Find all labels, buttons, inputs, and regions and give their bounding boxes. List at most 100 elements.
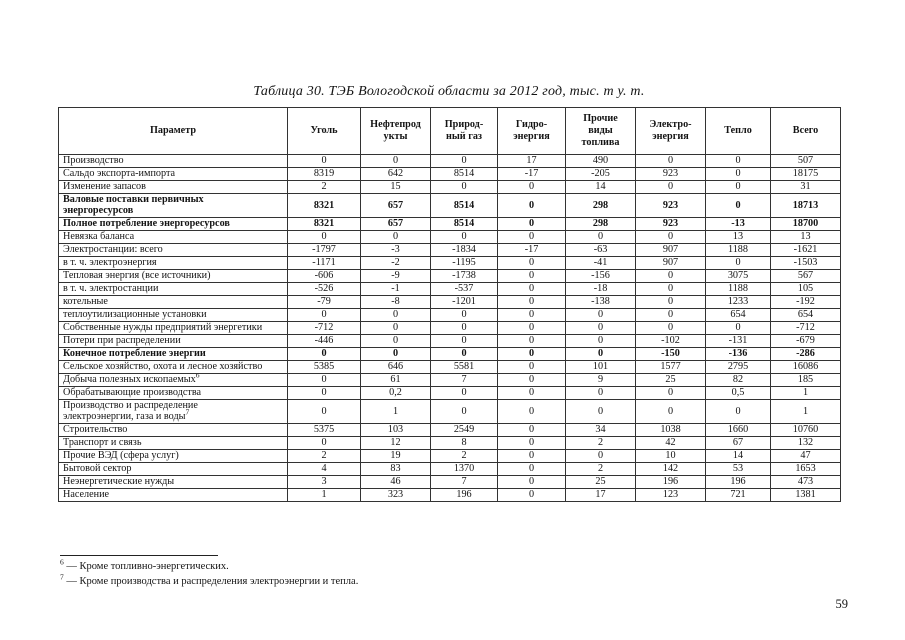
cell-value: 2549 [430,422,498,437]
cell-value: 0 [565,307,636,322]
cell-value: 0 [497,422,566,437]
cell-value: -17 [497,167,566,181]
cell-value: 3 [287,474,361,489]
cell-value: 1 [770,398,841,424]
cell-value: 0 [287,372,361,387]
table-title: Таблица 30. ТЭБ Вологодской области за 2… [253,84,645,99]
cell-value: 123 [635,487,706,502]
cell-value: -1503 [770,255,841,270]
cell-value: 0 [360,320,431,335]
column-header: Природ- ный газ [430,107,498,155]
row-label: в т. ч. электроэнергия [58,255,288,270]
table-row: Сальдо экспорта-импорта 8319 642 8514 -17 -20… [58,167,841,181]
table-row: Обрабатывающие производства 0 0,2 0 0 0 0 0,5 1 [58,385,841,400]
cell-value: 18713 [770,193,841,218]
cell-value: 1381 [770,487,841,502]
table-row: Прочие ВЭД (сфера услуг) 2 19 2 0 0 10 14 47 [58,448,841,463]
cell-value: 1653 [770,461,841,476]
footnote-2: 7 — Кроме производства и распределения э… [60,573,358,590]
cell-value: 53 [705,461,771,476]
row-label: Конечное потребление энергии [58,346,288,361]
cell-value: 0 [360,307,431,322]
table-row: Добыча полезных ископаемых6 0 61 7 0 9 25 82 185 [58,372,841,387]
cell-value: 1 [770,385,841,400]
row-label: Производство и распределение электроэнер… [58,398,288,424]
cell-value: -150 [635,346,706,361]
column-header: Всего [770,107,841,155]
column-header: Тепло [705,107,771,155]
cell-value: 1233 [705,294,771,309]
cell-value: 657 [360,193,431,218]
row-label: Строительство [58,422,288,437]
cell-value: 1188 [705,281,771,296]
table-row: Электростанции: всего -1797 -3 -1834 -17 -63 9… [58,242,841,257]
cell-value: -712 [770,320,841,335]
cell-value: 0 [497,487,566,502]
cell-value: 0 [565,385,636,400]
footnote-reference: 7 [185,407,190,417]
row-label: Электростанции: всего [58,242,288,257]
cell-value: 0 [360,154,431,168]
energy-balance-table: Параметр Уголь Нефтепрод укты Природ- ный г… [58,107,841,502]
cell-value: 0 [635,320,706,335]
row-label: Сельское хозяйство, охота и лесное хозяй… [58,359,288,374]
cell-value: 923 [635,216,706,231]
table-row: в т. ч. электроэнергия -1171 -2 -1195 0 -41 90… [58,255,841,270]
footnotes: 6 — Кроме топливно-энергетических. 7 — К… [60,557,358,590]
table-body: Производство 0 0 0 17 490 0 0 507 Сальдо экспорта… [58,154,841,502]
table-row: Собственные нужды предприятий энергетики… [58,320,841,335]
cell-value: 10 [635,448,706,463]
cell-value: 2 [287,448,361,463]
cell-value: 25 [565,474,636,489]
footnote-reference: 6 [195,373,200,380]
cell-value: 473 [770,474,841,489]
cell-value: 8514 [430,216,498,231]
table-row: Валовые поставки первичных энергоресурсо… [58,193,841,218]
cell-value: -13 [705,216,771,231]
cell-value: 0 [705,180,771,194]
page-number: 59 [835,597,849,611]
row-label: Обрабатывающие производства [58,385,288,400]
cell-value: 34 [565,422,636,437]
table-row: Изменение запасов 2 15 0 0 14 0 0 31 [58,180,841,194]
table-row: Производство 0 0 0 17 490 0 0 507 [58,154,841,168]
cell-value: -1621 [770,242,841,257]
row-label: Производство [58,154,288,168]
cell-value: 5375 [287,422,361,437]
table-row: теплоутилизационные установки 0 0 0 0 0 0 654 65… [58,307,841,322]
row-label: Изменение запасов [58,180,288,194]
row-label: Потери при распределении [58,333,288,348]
cell-value: 0 [497,474,566,489]
footnote-1-marker: 6 [60,557,64,567]
cell-value: 0 [497,333,566,348]
cell-value: 8319 [287,167,361,181]
cell-value: 0 [497,216,566,231]
cell-value: 4 [287,461,361,476]
cell-value: 0 [497,320,566,335]
cell-value: -2 [360,255,431,270]
cell-value: 0 [430,398,498,424]
cell-value: 16086 [770,359,841,374]
cell-value: 1370 [430,461,498,476]
cell-value: 12 [360,435,431,450]
cell-value: 0 [635,229,706,244]
cell-value: 923 [635,193,706,218]
cell-value: -138 [565,294,636,309]
cell-value: 646 [360,359,431,374]
cell-value: 0 [635,398,706,424]
cell-value: 105 [770,281,841,296]
footnote-separator [60,555,218,556]
row-label: Прочие ВЭД (сфера услуг) [58,448,288,463]
cell-value: -136 [705,346,771,361]
cell-value: -1797 [287,242,361,257]
cell-value: 0 [635,294,706,309]
cell-value: 323 [360,487,431,502]
cell-value: 0 [635,154,706,168]
cell-value: 1577 [635,359,706,374]
table-row: Производство и распределение электроэнер… [58,398,841,424]
footnote-1-text: — Кроме топливно-энергетических. [66,561,229,572]
row-label: Население [58,487,288,502]
cell-value: 657 [360,216,431,231]
cell-value: 82 [705,372,771,387]
cell-value: 654 [705,307,771,322]
